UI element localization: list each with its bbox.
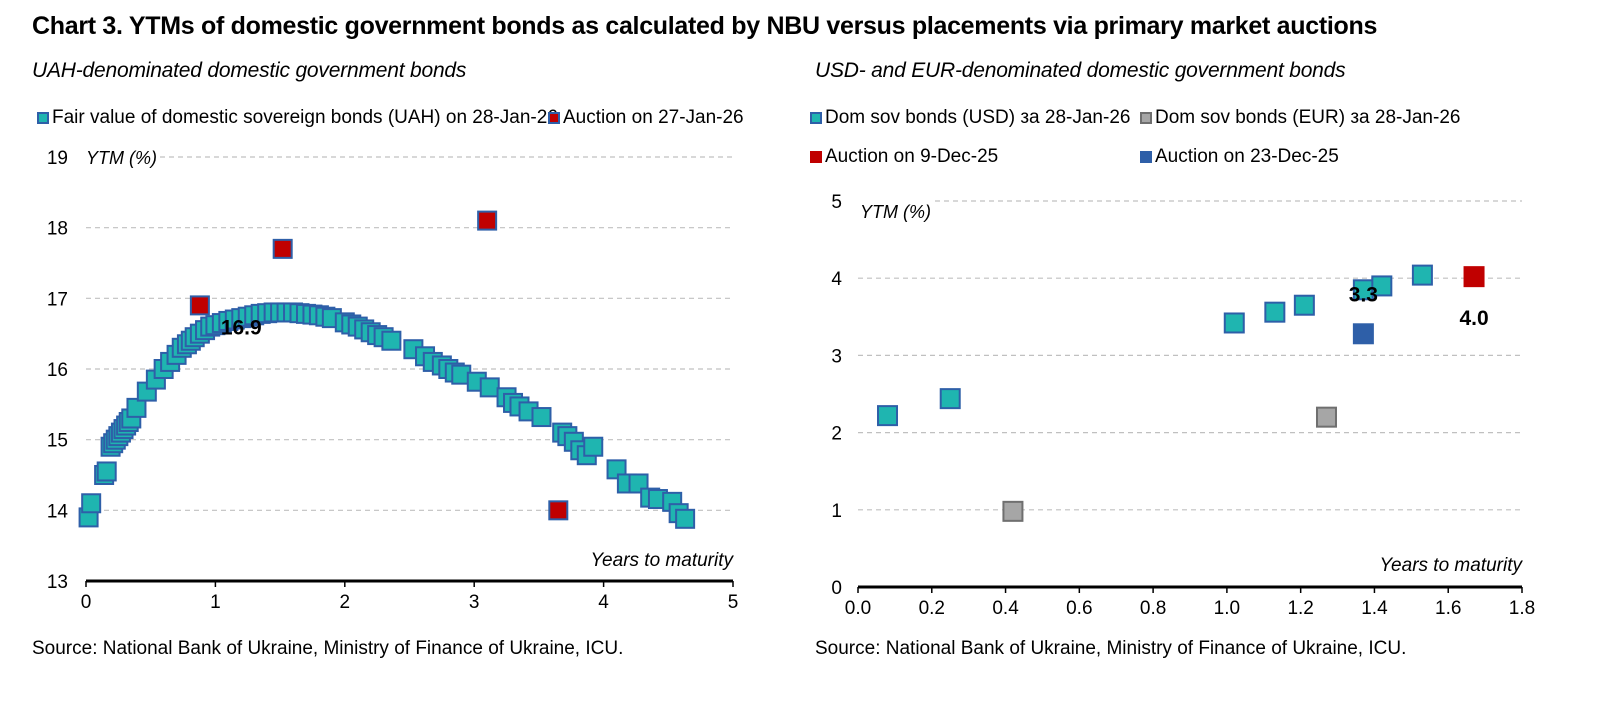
right-legend-auction-dec9-label: Auction on 9-Dec-25 <box>825 146 999 167</box>
data-point-series-2 <box>1463 266 1485 288</box>
y-tick-label: 17 <box>47 289 68 310</box>
y-tick-label: 4 <box>831 269 842 290</box>
x-tick-label: 0.0 <box>845 598 871 619</box>
data-point-series-0 <box>939 388 961 410</box>
x-tick-label: 0.8 <box>1140 598 1166 619</box>
right-legend-usd: Dom sov bonds (USD) за 28-Jan-26 <box>810 107 1130 129</box>
y-tick-label: 3 <box>831 346 842 367</box>
data-point-series-0 <box>96 461 117 482</box>
y-tick-label: 19 <box>47 148 68 169</box>
x-tick-label: 1.8 <box>1509 598 1535 619</box>
x-tick-label: 1.0 <box>1214 598 1240 619</box>
teal-square-marker-icon <box>810 112 822 124</box>
left-scatter-chart: 13 14 15 16 17 18 19 0 1 2 3 4 5 YTM (%) Years to matu… <box>47 148 738 613</box>
chart-title: Chart 3. YTMs of domestic government bon… <box>32 12 1378 40</box>
data-point-series-3 <box>1352 323 1374 345</box>
x-axis-label: Years to maturity <box>590 550 734 571</box>
data-point-series-0 <box>126 397 147 418</box>
data-point-series-1 <box>1315 406 1337 428</box>
y-tick-label: 15 <box>47 431 68 452</box>
data-label: 3.3 <box>1349 284 1378 307</box>
y-axis-label: YTM (%) <box>860 202 931 222</box>
y-tick-label: 13 <box>47 572 68 593</box>
right-legend-auction-dec23-label: Auction on 23-Dec-25 <box>1155 146 1339 167</box>
left-legend-fair-value-label: Fair value of domestic sovereign bonds (… <box>52 107 558 128</box>
left-legend-auction: Auction on 27-Jan-26 <box>548 107 744 129</box>
right-source: Source: National Bank of Ukraine, Minist… <box>815 638 1407 659</box>
data-point-series-1 <box>1002 500 1024 522</box>
x-tick-label: 1.4 <box>1361 598 1388 619</box>
y-tick-label: 2 <box>831 424 842 445</box>
right-legend-auction-dec9: Auction on 9-Dec-25 <box>810 146 998 168</box>
data-point-series-0 <box>479 377 500 398</box>
y-tick-label: 1 <box>831 501 842 522</box>
data-point-series-0 <box>381 330 402 351</box>
x-tick-label: 0.6 <box>1066 598 1092 619</box>
data-point-series-0 <box>1411 264 1433 286</box>
y-tick-label: 14 <box>47 501 69 522</box>
left-legend-fair-value: Fair value of domestic sovereign bonds (… <box>37 107 558 129</box>
data-label: 16.9 <box>221 317 262 340</box>
x-tick-label: 2 <box>340 592 351 613</box>
red-square-marker-icon <box>810 151 822 163</box>
x-tick-label: 1.2 <box>1287 598 1313 619</box>
data-point-series-0 <box>1371 275 1393 297</box>
data-label: 4.0 <box>1459 307 1488 330</box>
grey-square-marker-icon <box>1140 112 1152 124</box>
red-square-marker-icon <box>548 112 560 124</box>
teal-square-marker-icon <box>37 112 49 124</box>
x-tick-label: 4 <box>598 592 609 613</box>
blue-square-marker-icon <box>1140 151 1152 163</box>
right-scatter-chart: 0 1 2 3 4 5 0.0 0.2 0.4 0.6 0.8 1.0 1.2 1.4 1.6 1.8 YTM … <box>831 192 1535 619</box>
x-tick-label: 1.6 <box>1435 598 1461 619</box>
data-point-series-1 <box>272 238 293 259</box>
data-point-series-1 <box>189 295 210 316</box>
right-legend-eur: Dom sov bonds (EUR) за 28-Jan-26 <box>1140 107 1460 129</box>
right-legend-eur-label: Dom sov bonds (EUR) за 28-Jan-26 <box>1155 107 1461 128</box>
data-point-series-0 <box>877 405 899 427</box>
x-tick-label: 3 <box>469 592 480 613</box>
left-source: Source: National Bank of Ukraine, Minist… <box>32 638 624 659</box>
y-tick-label: 18 <box>47 219 68 240</box>
data-point-series-0 <box>675 508 696 529</box>
data-point-series-0 <box>1293 294 1315 316</box>
data-point-series-0 <box>81 493 102 514</box>
y-axis-label: YTM (%) <box>86 148 157 168</box>
x-tick-label: 5 <box>728 592 739 613</box>
data-point-series-1 <box>477 210 498 231</box>
x-axis-label: Years to maturity <box>1379 555 1523 576</box>
data-point-series-0 <box>583 436 604 457</box>
left-legend-auction-label: Auction on 27-Jan-26 <box>563 107 744 128</box>
y-tick-label: 5 <box>831 192 842 213</box>
x-tick-label: 1 <box>210 592 221 613</box>
y-tick-label: 0 <box>831 578 842 599</box>
y-tick-label: 16 <box>47 360 68 381</box>
data-point-series-0 <box>1223 312 1245 334</box>
x-tick-label: 0.2 <box>919 598 945 619</box>
data-point-series-0 <box>531 407 552 428</box>
x-tick-label: 0 <box>81 592 92 613</box>
right-legend-auction-dec23: Auction on 23-Dec-25 <box>1140 146 1339 168</box>
left-subtitle: UAH-denominated domestic government bond… <box>32 59 467 82</box>
x-tick-label: 0.4 <box>992 598 1019 619</box>
right-subtitle: USD- and EUR-denominated domestic govern… <box>815 59 1346 82</box>
right-legend-usd-label: Dom sov bonds (USD) за 28-Jan-26 <box>825 107 1131 128</box>
data-point-series-1 <box>548 500 569 521</box>
data-point-series-0 <box>1264 301 1286 323</box>
